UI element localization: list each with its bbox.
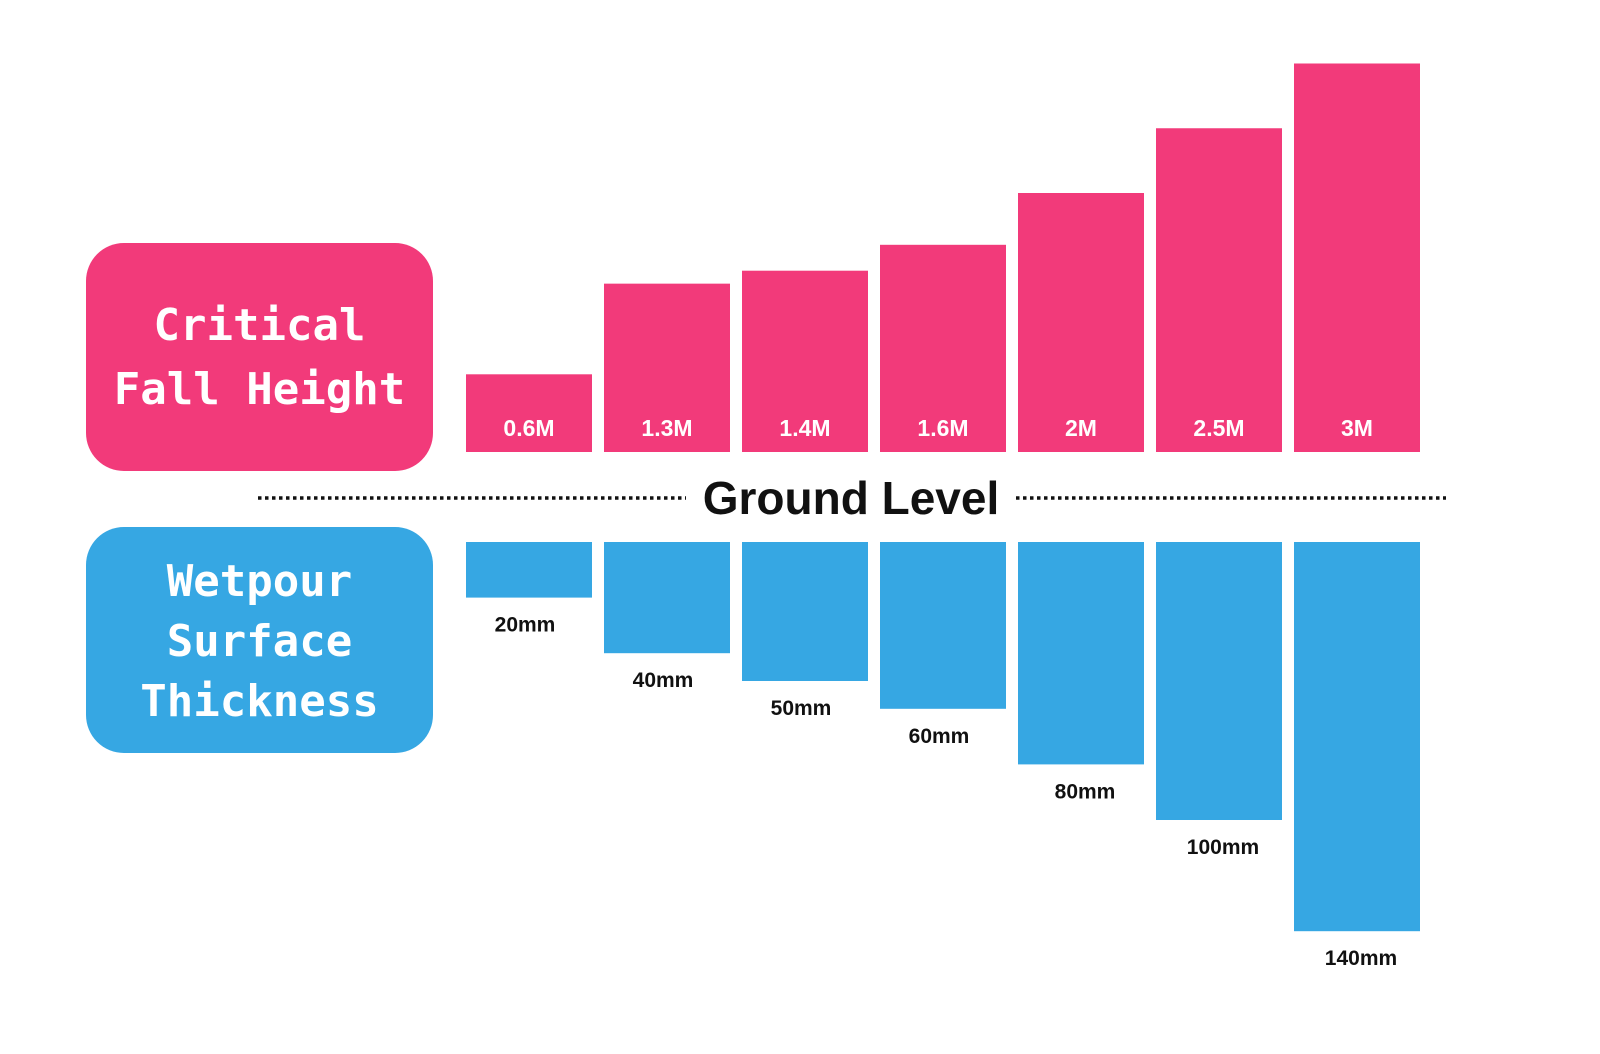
critical-fall-height-box: Critical Fall Height bbox=[86, 243, 433, 471]
wetpour-thickness-bar bbox=[742, 542, 868, 681]
wetpour-thickness-bar-label: 50mm bbox=[771, 697, 832, 720]
wetpour-thickness-bar bbox=[1018, 542, 1144, 765]
critical-fall-height-bars: 0.6M 1.3M 1.4M 1.6M 2M 2.5M 3M bbox=[466, 63, 1420, 452]
wetpour-thickness-bar-label: 60mm bbox=[909, 725, 970, 748]
wetpour-thickness-bar bbox=[466, 542, 592, 598]
fall-height-bar-label: 1.4M bbox=[779, 415, 830, 441]
wetpour-thickness-box-bg bbox=[86, 527, 433, 753]
fall-height-bar bbox=[742, 270, 868, 452]
wetpour-thickness-bar-label: 80mm bbox=[1055, 780, 1116, 803]
ground-level-label: Ground Level bbox=[703, 472, 999, 524]
wetpour-thickness-bar-label: 20mm bbox=[495, 614, 556, 637]
fall-height-bar-label: 0.6M bbox=[503, 415, 554, 441]
wetpour-thickness-bar-label: 40mm bbox=[633, 669, 694, 692]
wetpour-thickness-bar-label: 100mm bbox=[1187, 836, 1259, 859]
wetpour-thickness-line-1: Wetpour bbox=[167, 556, 352, 607]
fall-height-bar-label: 2.5M bbox=[1193, 415, 1244, 441]
fall-height-bar-label: 1.3M bbox=[641, 415, 692, 441]
fall-height-bar bbox=[1294, 63, 1420, 452]
fall-height-bar-label: 2M bbox=[1065, 415, 1097, 441]
critical-fall-height-line-1: Critical bbox=[154, 300, 366, 351]
fall-height-bar bbox=[1018, 193, 1144, 452]
critical-fall-height-line-2: Fall Height bbox=[114, 364, 405, 415]
wetpour-thickness-line-3: Thickness bbox=[140, 676, 378, 727]
wetpour-thickness-bar bbox=[880, 542, 1006, 709]
wetpour-thickness-bar bbox=[604, 542, 730, 654]
fall-height-bar bbox=[604, 283, 730, 452]
fall-height-bar-label: 1.6M bbox=[917, 415, 968, 441]
wetpour-thickness-bar bbox=[1156, 542, 1282, 820]
wetpour-thickness-bar bbox=[1294, 542, 1420, 932]
fall-height-bar bbox=[880, 244, 1006, 452]
wetpour-thickness-bars: 20mm 40mm 50mm 60mm 80mm 100mm 140mm bbox=[466, 542, 1420, 970]
fall-height-bar bbox=[466, 374, 592, 452]
wetpour-thickness-bar-label: 140mm bbox=[1325, 947, 1397, 970]
fall-height-bar-label: 3M bbox=[1341, 415, 1373, 441]
fall-height-bar bbox=[1156, 128, 1282, 452]
critical-fall-height-box-bg bbox=[86, 243, 433, 471]
wetpour-thickness-line-2: Surface bbox=[167, 616, 352, 667]
wetpour-thickness-box: Wetpour Surface Thickness bbox=[86, 527, 433, 753]
